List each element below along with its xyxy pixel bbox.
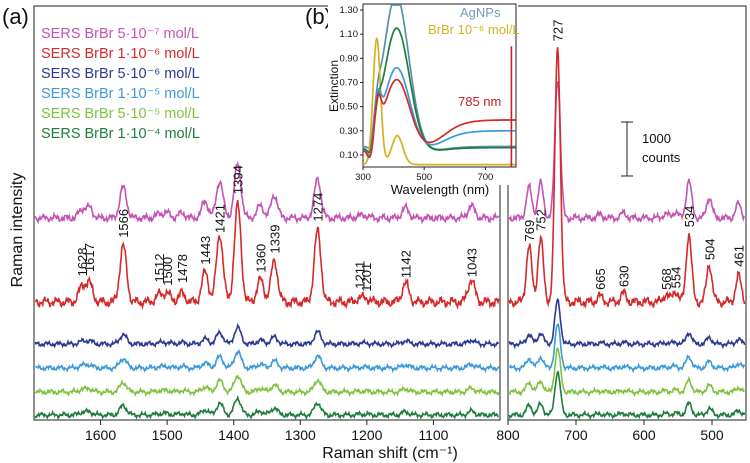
x-tick-label: 1200 xyxy=(351,427,382,443)
peak-label: 1211 xyxy=(353,261,368,289)
main-axes-right xyxy=(507,5,747,421)
inset-y-tick-label: 0.70 xyxy=(340,77,359,88)
peak-label: 554 xyxy=(668,267,683,289)
x-tick-label: 800 xyxy=(496,427,520,443)
peak-label: 1142 xyxy=(398,250,413,278)
peak-label: 1500 xyxy=(160,257,175,286)
inset-y-axis-label: Extinction xyxy=(327,60,341,112)
spectrum-line xyxy=(34,160,500,225)
inset-spectrum-line xyxy=(362,27,516,154)
spectrum-line xyxy=(509,323,746,374)
legend-entry: SERS BrBr 1·10⁻⁵ mol/L xyxy=(41,86,200,102)
peak-label: 769 xyxy=(522,220,537,242)
legend-entry: SERS BrBr 5·10⁻⁷ mol/L xyxy=(41,26,199,42)
peak-label: 1274 xyxy=(311,193,326,222)
peak-label: 1339 xyxy=(267,225,282,254)
peak-label: 1443 xyxy=(198,236,213,265)
inset-axes xyxy=(362,3,517,168)
x-tick-label: 1300 xyxy=(285,427,316,443)
peak-label: 1617 xyxy=(82,243,97,272)
peak-label: 1201 xyxy=(359,263,374,292)
spectra-plot xyxy=(34,47,746,421)
peak-label: 727 xyxy=(551,20,566,42)
panel-label-a: (a) xyxy=(2,4,29,29)
spectrum-line xyxy=(34,322,500,350)
peak-label: 1394 xyxy=(231,165,246,194)
inset-spectrum-line xyxy=(362,37,516,166)
scale-bar-value: 1000 xyxy=(642,131,671,146)
peak-label: 1566 xyxy=(116,209,131,238)
scale-bar-unit: counts xyxy=(642,150,681,165)
spectrum-line xyxy=(508,347,745,398)
x-tick-label: 500 xyxy=(700,427,724,443)
inset-x-tick-label: 700 xyxy=(477,172,493,183)
x-tick-label: 600 xyxy=(632,427,656,443)
inset-background xyxy=(328,2,518,185)
inset-label-agnps: AgNPs xyxy=(460,5,501,20)
x-tick-label: 1400 xyxy=(218,427,249,443)
peak-label: 504 xyxy=(702,238,717,260)
main-axes-left xyxy=(33,5,501,421)
inset-y-tick-label: 1.30 xyxy=(340,5,359,16)
peak-label: 568 xyxy=(659,268,674,290)
peak-label: 1628 xyxy=(75,247,90,276)
inset-x-tick-label: 300 xyxy=(355,172,371,183)
spectrum-line xyxy=(508,371,746,420)
legend-entry: SERS BrBr 1·10⁻⁶ mol/L xyxy=(41,46,200,62)
inset-spectrum-line xyxy=(362,78,516,159)
spectrum-line xyxy=(508,47,746,309)
x-tick-label: 700 xyxy=(564,427,588,443)
peak-label: 1360 xyxy=(253,244,268,273)
inset-label-laser: 785 nm xyxy=(458,94,501,109)
inset-spectrum-line xyxy=(362,66,516,157)
legend: SERS BrBr 5·10⁻⁷ mol/L SERS BrBr 1·10⁻⁶ m… xyxy=(41,26,200,142)
peak-label: 1478 xyxy=(175,254,190,283)
scale-bar: 1000 counts xyxy=(621,121,681,177)
peak-label: 1421 xyxy=(213,204,228,233)
x-tick-label: 1100 xyxy=(418,427,448,443)
main-y-axis-label: Raman intensity xyxy=(9,173,26,288)
peak-label: 665 xyxy=(593,268,608,290)
peak-label: 752 xyxy=(534,209,549,231)
inset-y-tick-label: 0.10 xyxy=(340,150,359,161)
x-ticks: 1600 1500 1400 1300 1200 1100 800 700 600 500 xyxy=(85,420,724,443)
x-tick-label: 1500 xyxy=(152,427,183,443)
panel-label-b: (b) xyxy=(305,4,332,29)
peak-label: 461 xyxy=(732,245,747,267)
legend-entry: SERS BrBr 5·10⁻⁶ mol/L xyxy=(41,66,200,82)
inset-label-brbr: BrBr 10⁻⁶ mol/L xyxy=(428,22,520,37)
main-x-axis-label: Raman shift (cm⁻¹) xyxy=(322,445,458,462)
inset-x-tick-label: 500 xyxy=(416,172,432,183)
inset-y-tick-label: 1.10 xyxy=(340,29,359,40)
legend-entry: SERS BrBr 5·10⁻⁵ mol/L xyxy=(41,106,200,122)
inset-y-tick-label: 0.90 xyxy=(340,53,359,64)
peak-label: 630 xyxy=(617,265,632,287)
legend-entry: SERS BrBr 1·10⁻⁴ mol/L xyxy=(41,126,200,142)
inset-y-tick-label: 0.30 xyxy=(340,126,359,137)
extinction-inset: 0.10 0.30 0.50 0.70 0.90 1.10 1.30 300 500 700 xyxy=(340,4,516,183)
x-tick-label: 1600 xyxy=(85,427,116,443)
spectrum-line xyxy=(34,394,499,421)
peak-label: 534 xyxy=(682,206,697,228)
spectrum-line xyxy=(34,199,500,310)
peak-label: 1512 xyxy=(152,254,167,283)
inset-x-axis-label: Wavelength (nm) xyxy=(391,182,490,197)
spectrum-line xyxy=(508,81,745,225)
peak-label: 1043 xyxy=(464,248,479,277)
inset-y-tick-label: 0.50 xyxy=(340,102,359,113)
spectrum-line xyxy=(34,348,500,374)
spectrum-line xyxy=(34,374,500,398)
spectrum-line xyxy=(508,298,746,350)
